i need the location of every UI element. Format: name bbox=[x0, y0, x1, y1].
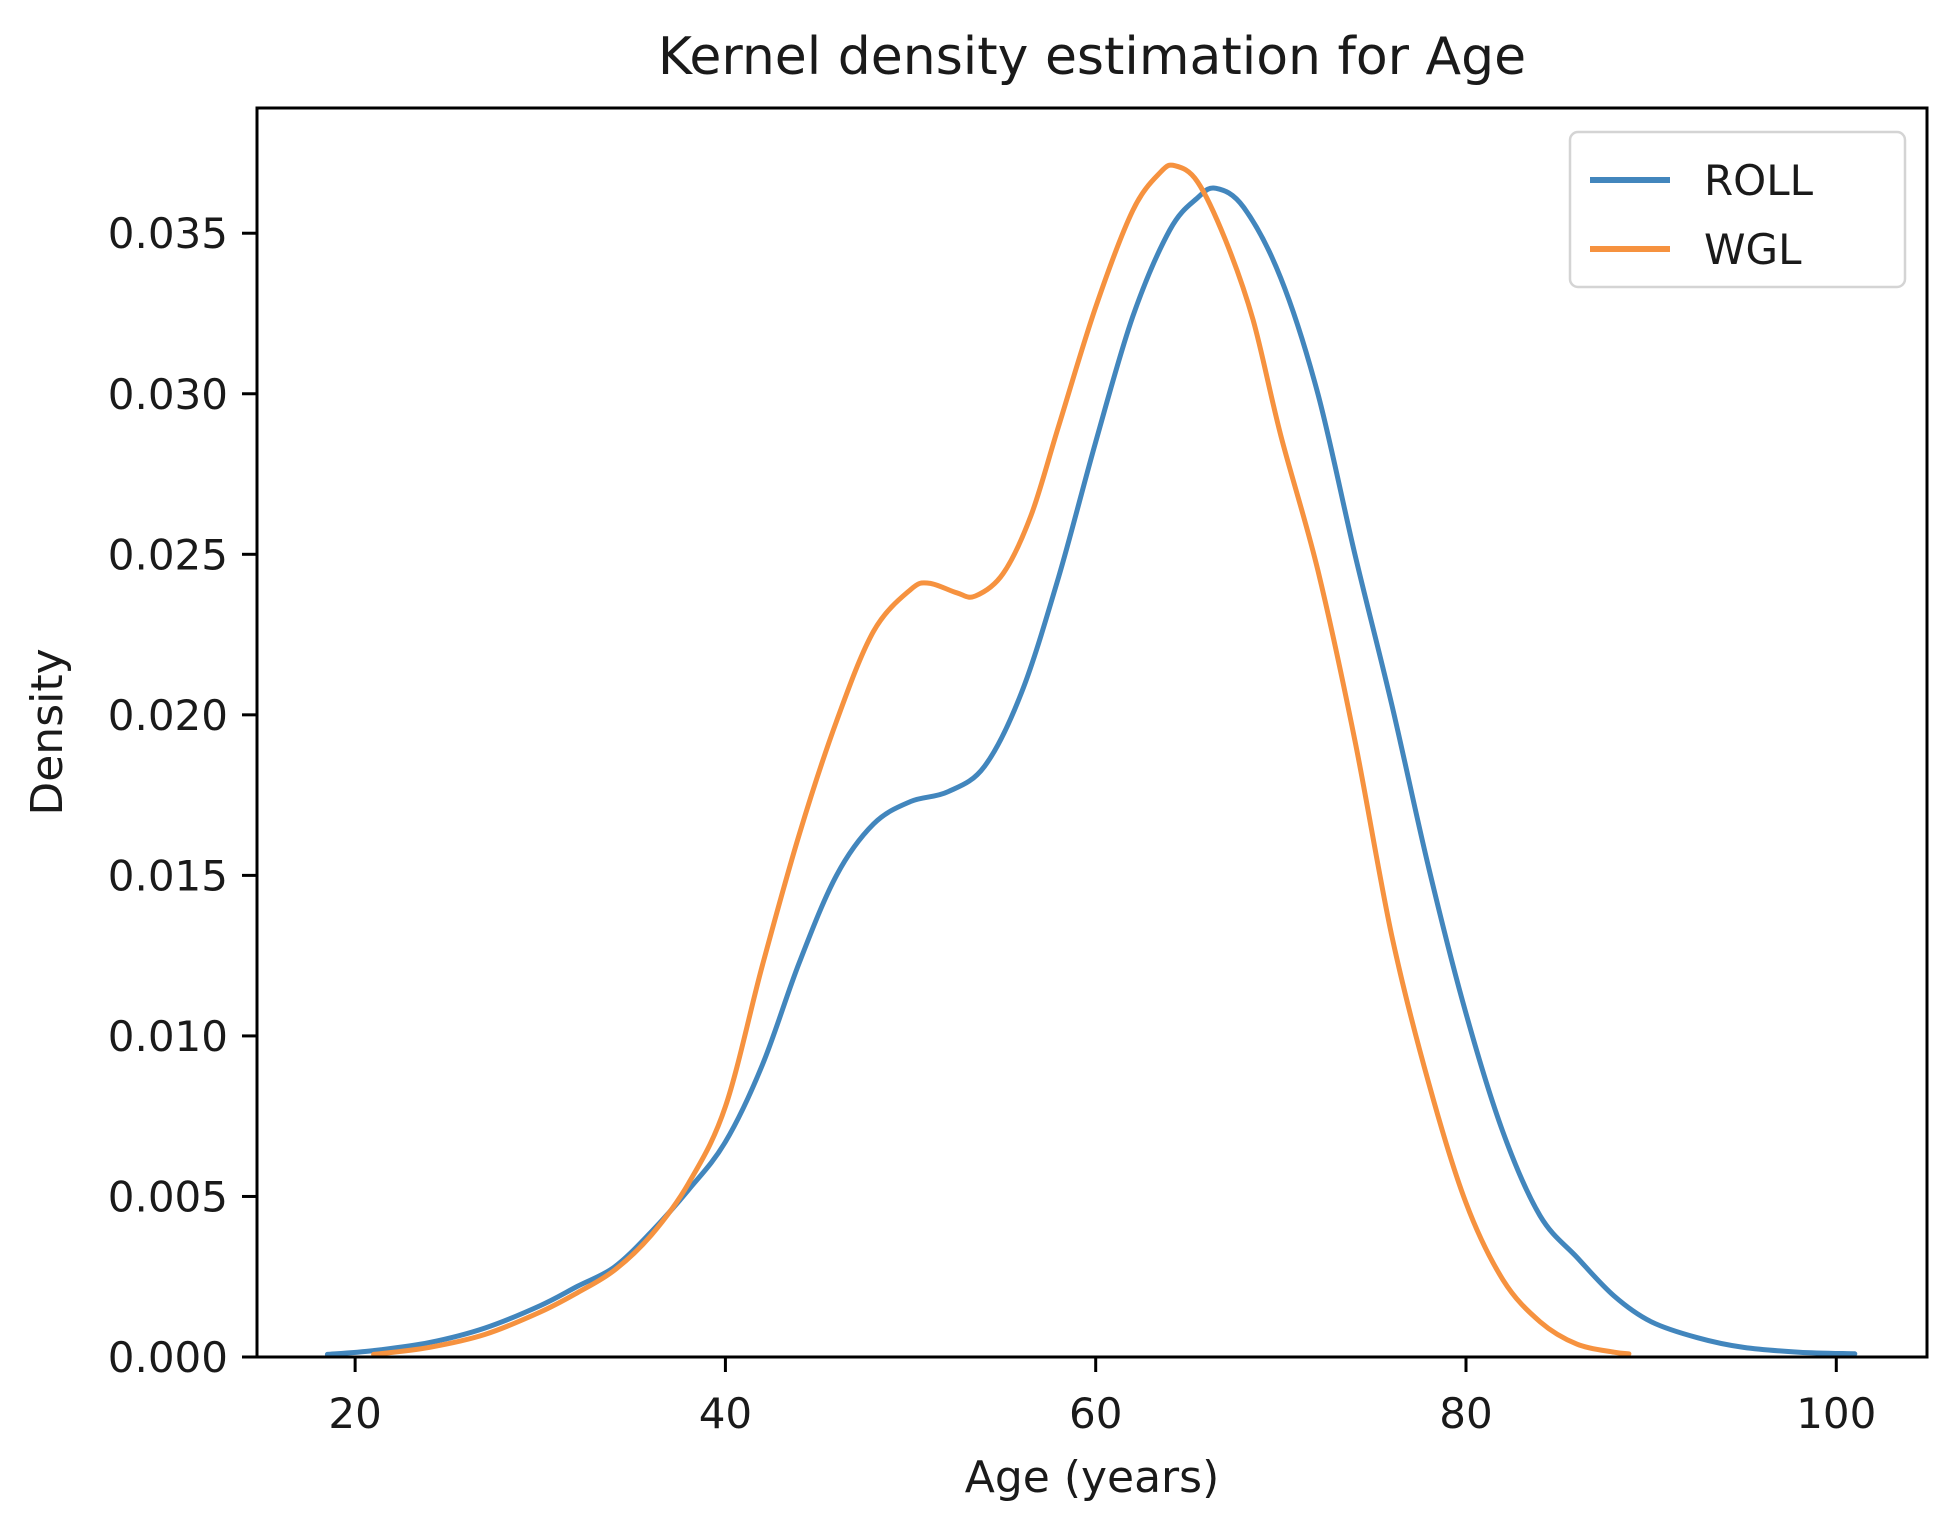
y-tick-label: 0.035 bbox=[108, 209, 228, 258]
y-axis-ticks: 0.000 0.005 0.010 0.015 0.020 0.025 0.030 0.035 bbox=[108, 209, 257, 1382]
y-tick-label: 0.020 bbox=[108, 691, 228, 740]
x-tick-label: 80 bbox=[1439, 1389, 1492, 1438]
x-axis-label: Age (years) bbox=[965, 1452, 1220, 1503]
y-tick-label: 0.005 bbox=[108, 1172, 228, 1221]
x-tick-label: 100 bbox=[1796, 1389, 1876, 1438]
y-axis-label: Density bbox=[22, 648, 73, 815]
y-tick-label: 0.015 bbox=[108, 851, 228, 900]
chart-title: Kernel density estimation for Age bbox=[658, 27, 1526, 87]
roll-kde-curve bbox=[324, 185, 1858, 1357]
x-tick-label: 60 bbox=[1069, 1389, 1122, 1438]
y-tick-label: 0.010 bbox=[108, 1012, 228, 1061]
x-tick-label: 20 bbox=[328, 1389, 381, 1438]
kde-curves bbox=[324, 162, 1858, 1357]
y-tick-label: 0.025 bbox=[108, 530, 228, 579]
plot-frame bbox=[255, 106, 1929, 1359]
y-tick-label: 0.030 bbox=[108, 370, 228, 419]
y-tick-label: 0.000 bbox=[108, 1333, 228, 1382]
x-axis-ticks: 20 40 60 80 100 bbox=[328, 1357, 1876, 1438]
legend-label-wgl: WGL bbox=[1704, 225, 1802, 274]
wgl-kde-curve bbox=[371, 162, 1632, 1357]
legend: ROLL WGL bbox=[1568, 130, 1907, 289]
x-tick-label: 40 bbox=[699, 1389, 752, 1438]
legend-label-roll: ROLL bbox=[1704, 156, 1814, 205]
